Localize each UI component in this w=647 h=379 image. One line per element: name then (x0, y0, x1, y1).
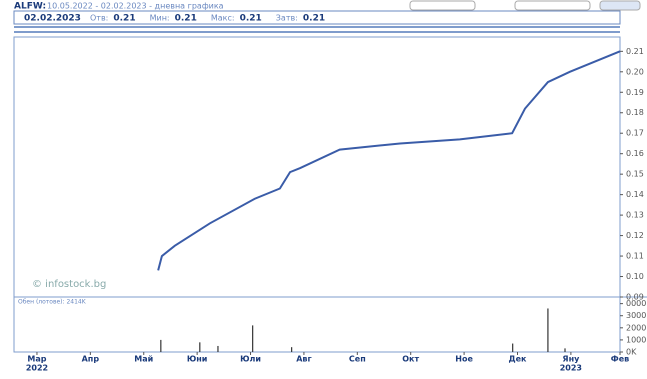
info-bar (13, 10, 621, 25)
x-tick-label: Юли (240, 355, 261, 364)
info-label: Отв: (90, 14, 108, 23)
y-tick-label: 0.18 (626, 108, 644, 117)
volume-label: Обен (лотове): 2414K (18, 299, 87, 306)
info-label: Мин: (150, 14, 170, 23)
volume-tick-label: 0000 (626, 299, 646, 308)
x-tick-label: Фев (611, 355, 629, 364)
info-label: Затв: (276, 14, 298, 23)
volume-tick-label: 3000 (626, 311, 646, 320)
info-label: Макс: (211, 14, 235, 23)
y-tick-label: 0.10 (626, 272, 644, 281)
x-tick-label: Яну (562, 355, 580, 364)
y-tick-label: 0.16 (626, 149, 644, 158)
info-date: 02.02.2023 (24, 14, 81, 24)
x-tick-label: Май (134, 355, 153, 364)
info-value: 0.21 (303, 14, 325, 24)
y-tick-label: 0.20 (626, 67, 644, 76)
y-tick-label: 0.15 (626, 170, 644, 179)
x-tick-label: Окт (402, 355, 419, 364)
y-tick-label: 0.14 (626, 190, 644, 199)
y-tick-label: 0.09 (626, 293, 644, 302)
year-label: 2023 (560, 364, 582, 373)
x-tick-label: Апр (82, 355, 100, 364)
x-tick-label: Юни (187, 355, 208, 364)
y-tick-label: 0.19 (626, 88, 644, 97)
y-tick-label: 0.17 (626, 129, 644, 138)
symbol: ALFW: (14, 2, 46, 12)
x-tick-label: Ное (455, 355, 473, 364)
x-tick-label: Сеп (349, 355, 366, 364)
price-line (157, 50, 621, 271)
x-tick-label: Авг (296, 355, 311, 364)
separator (14, 31, 620, 33)
x-tick-label: Мар (27, 355, 46, 364)
subtitle: 10.05.2022 - 02.02.2023 - дневна графика (47, 2, 224, 11)
info-value: 0.21 (113, 14, 135, 24)
watermark: © infostock.bg (32, 279, 106, 290)
separator (14, 26, 620, 28)
info-value: 0.21 (175, 14, 197, 24)
volume-tick-label: 2000 (626, 323, 646, 332)
button[interactable] (409, 0, 476, 11)
y-tick-label: 0.13 (626, 211, 644, 220)
button[interactable] (599, 0, 641, 11)
y-tick-label: 0.21 (626, 47, 644, 56)
volume-tick-label: 1000 (626, 335, 646, 344)
button[interactable] (514, 0, 591, 11)
info-value: 0.21 (240, 14, 262, 24)
y-tick-label: 0.12 (626, 231, 644, 240)
volume-tick-label: 0K (626, 348, 637, 357)
y-tick-label: 0.11 (626, 252, 644, 261)
x-tick-label: Дек (508, 355, 527, 364)
year-label: 2022 (26, 364, 48, 373)
